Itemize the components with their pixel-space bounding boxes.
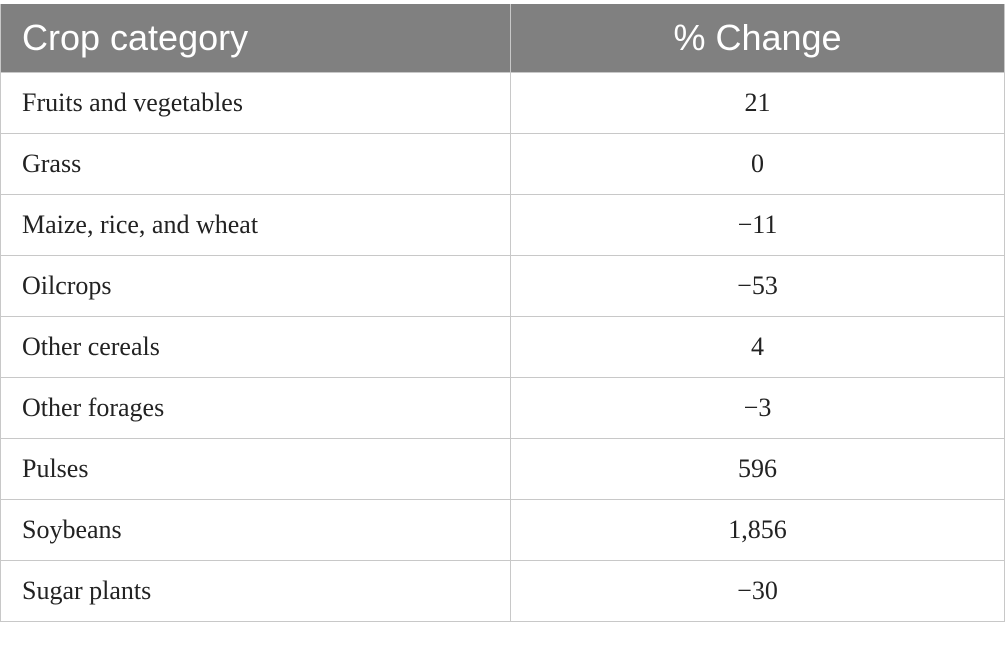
change-cell: −3 bbox=[510, 377, 1005, 439]
table-row: Other forages −3 bbox=[0, 377, 1005, 439]
table-body: Fruits and vegetables 21 Grass 0 Maize, … bbox=[0, 72, 1005, 622]
change-cell: −11 bbox=[510, 194, 1005, 256]
crop-cell: Pulses bbox=[0, 438, 511, 500]
table-row: Oilcrops −53 bbox=[0, 255, 1005, 317]
change-cell: −30 bbox=[510, 560, 1005, 622]
crop-cell: Sugar plants bbox=[0, 560, 511, 622]
change-cell: 4 bbox=[510, 316, 1005, 378]
header-percent-change: % Change bbox=[510, 4, 1005, 73]
crop-cell: Other cereals bbox=[0, 316, 511, 378]
crop-change-table-container: Crop category % Change Fruits and vegeta… bbox=[0, 4, 1005, 622]
table-row: Maize, rice, and wheat −11 bbox=[0, 194, 1005, 256]
crop-cell: Maize, rice, and wheat bbox=[0, 194, 511, 256]
table-row: Grass 0 bbox=[0, 133, 1005, 195]
crop-cell: Soybeans bbox=[0, 499, 511, 561]
crop-cell: Oilcrops bbox=[0, 255, 511, 317]
table-row: Soybeans 1,856 bbox=[0, 499, 1005, 561]
crop-cell: Fruits and vegetables bbox=[0, 72, 511, 134]
header-row: Crop category % Change bbox=[0, 4, 1005, 73]
table-row: Sugar plants −30 bbox=[0, 560, 1005, 622]
crop-change-table: Crop category % Change Fruits and vegeta… bbox=[0, 4, 1005, 622]
table-row: Other cereals 4 bbox=[0, 316, 1005, 378]
header-crop-category: Crop category bbox=[0, 4, 511, 73]
crop-cell: Other forages bbox=[0, 377, 511, 439]
change-cell: 21 bbox=[510, 72, 1005, 134]
change-cell: 1,856 bbox=[510, 499, 1005, 561]
crop-cell: Grass bbox=[0, 133, 511, 195]
change-cell: −53 bbox=[510, 255, 1005, 317]
table-header: Crop category % Change bbox=[0, 4, 1005, 73]
table-row: Fruits and vegetables 21 bbox=[0, 72, 1005, 134]
table-row: Pulses 596 bbox=[0, 438, 1005, 500]
change-cell: 596 bbox=[510, 438, 1005, 500]
change-cell: 0 bbox=[510, 133, 1005, 195]
